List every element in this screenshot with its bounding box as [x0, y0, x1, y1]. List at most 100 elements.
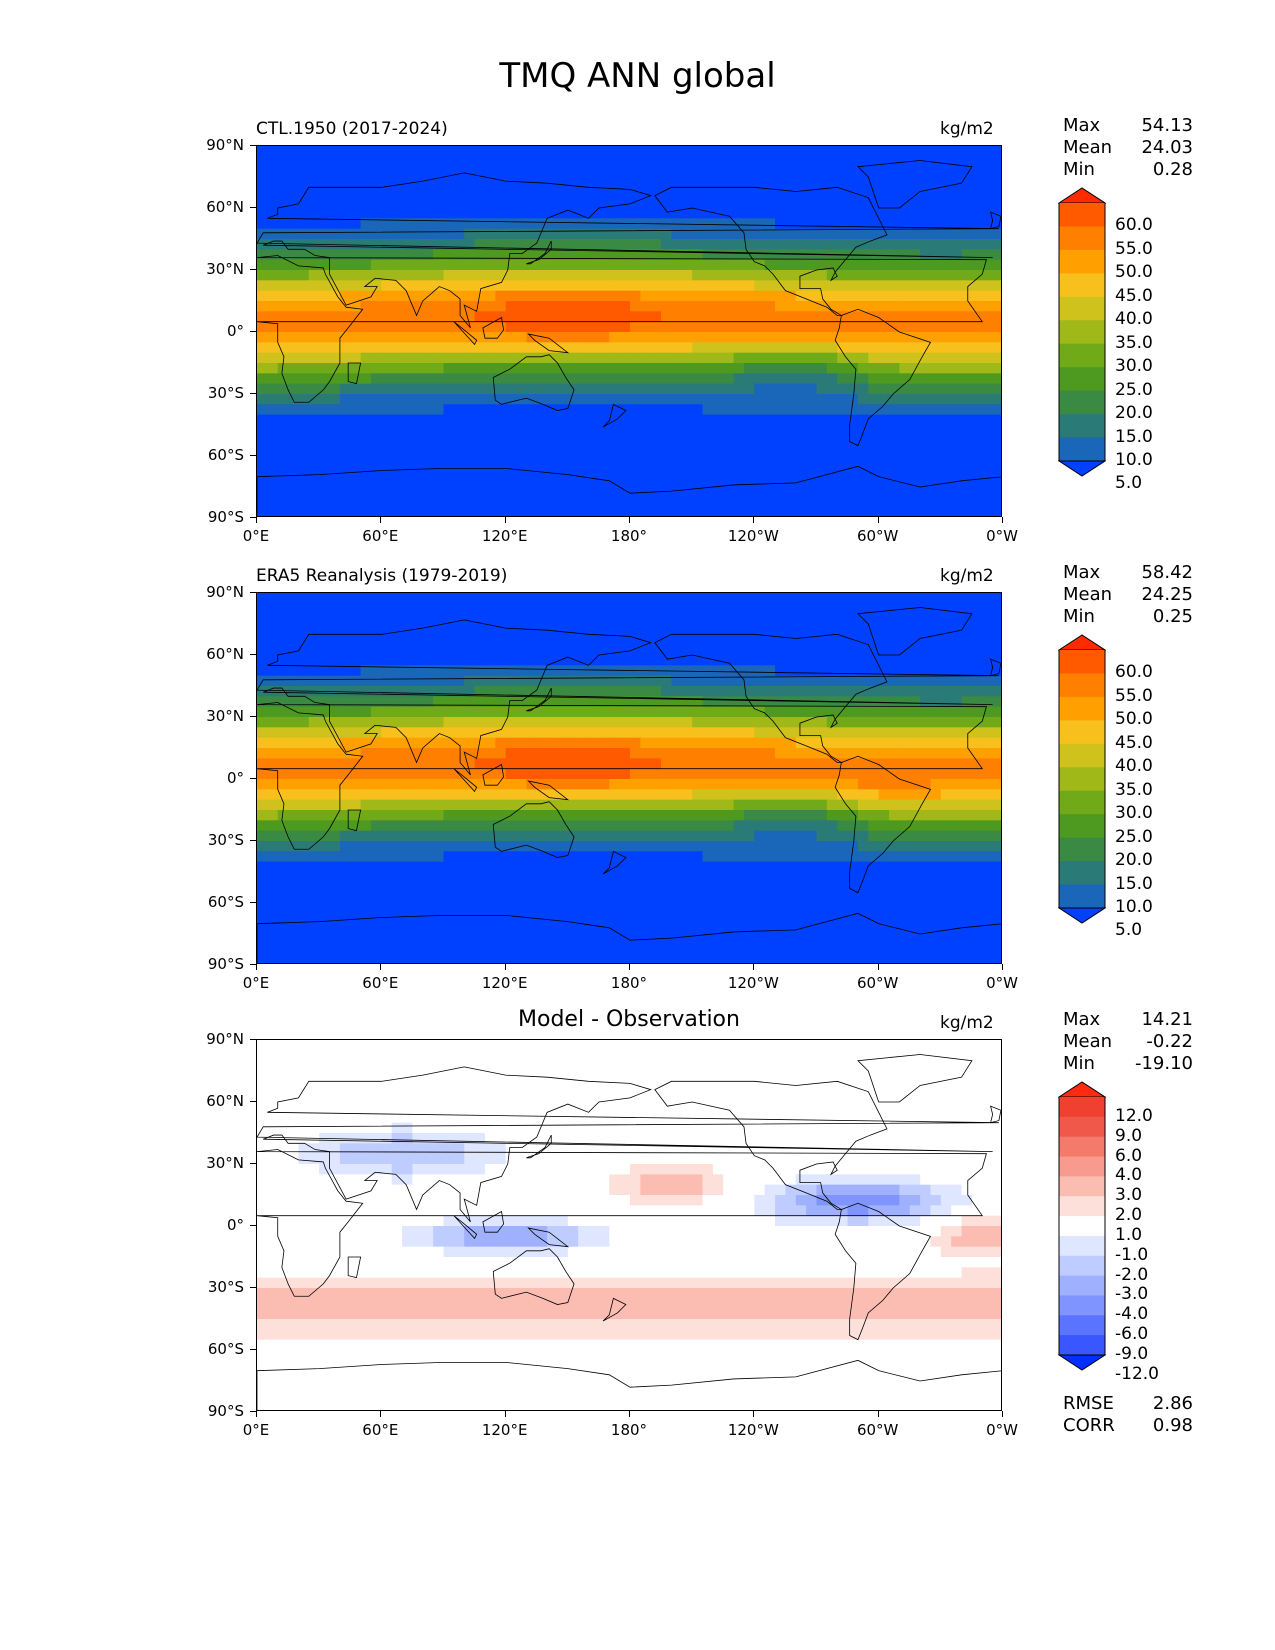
- field-cell: [339, 758, 351, 770]
- field-cell: [816, 634, 828, 646]
- field-cell: [319, 768, 331, 780]
- field-cell: [971, 789, 983, 801]
- field-cell: [837, 394, 849, 405]
- field-cell: [288, 593, 300, 604]
- field-cell: [267, 613, 279, 625]
- field-cell: [920, 435, 932, 447]
- field-cell: [712, 249, 724, 261]
- field-cell: [806, 466, 818, 478]
- field-cell: [308, 758, 320, 770]
- field-cell: [360, 675, 372, 687]
- field-cell: [920, 239, 932, 250]
- field-cell: [671, 394, 683, 405]
- field-cell: [350, 476, 362, 488]
- field-cell: [339, 435, 351, 447]
- field-cell: [412, 820, 424, 832]
- field-cell: [350, 624, 362, 635]
- field-cell: [775, 861, 787, 873]
- field-cell: [702, 675, 714, 687]
- field-cell: [277, 383, 289, 395]
- field-cell: [992, 177, 1001, 188]
- field-cell: [381, 737, 393, 749]
- field-cell: [671, 321, 683, 333]
- field-cell: [391, 686, 403, 697]
- field-cell: [661, 363, 673, 374]
- field-cell: [940, 280, 952, 292]
- colorbar-tick-label: 15.0: [1115, 426, 1153, 447]
- field-cell: [847, 445, 859, 457]
- field-cell: [536, 655, 548, 666]
- field-cell: [951, 748, 963, 759]
- field-cell: [536, 644, 548, 656]
- field-cell: [702, 249, 714, 261]
- field-cell: [723, 789, 735, 801]
- field-cell: [775, 290, 787, 302]
- field-cell: [277, 624, 289, 635]
- field-cell: [961, 456, 973, 467]
- field-cell: [754, 644, 766, 656]
- field-cell: [982, 748, 994, 759]
- field-cell: [671, 634, 683, 646]
- field-cell: [308, 665, 320, 677]
- field-cell: [775, 280, 787, 292]
- field-cell: [277, 717, 289, 728]
- field-cell: [889, 466, 900, 478]
- field-cell: [702, 624, 714, 635]
- field-cell: [474, 249, 486, 261]
- field-cell: [495, 655, 507, 666]
- field-cell: [433, 655, 445, 666]
- field-cell: [992, 280, 1001, 292]
- field-cell: [319, 352, 331, 364]
- field-cell: [412, 758, 424, 770]
- field-cell: [992, 758, 1001, 770]
- field-cell: [899, 487, 911, 498]
- field-cell: [702, 239, 714, 250]
- field-cell: [754, 779, 766, 790]
- field-cell: [391, 456, 403, 467]
- field-cell: [391, 290, 403, 302]
- field-cell: [319, 476, 331, 488]
- field-cell: [681, 789, 693, 801]
- field-cell: [319, 332, 331, 343]
- field-cell: [702, 903, 714, 914]
- field-cell: [257, 634, 268, 646]
- field-cell: [661, 270, 673, 281]
- field-cell: [930, 665, 942, 677]
- field-cell: [661, 841, 673, 852]
- field-cell: [516, 476, 527, 488]
- field-cell: [806, 830, 818, 842]
- field-cell: [339, 686, 351, 697]
- field-cell: [671, 363, 683, 374]
- field-cell: [971, 342, 983, 354]
- field-cell: [557, 197, 569, 209]
- field-cell: [567, 342, 579, 354]
- field-cell: [816, 841, 828, 852]
- field-cell: [889, 872, 900, 883]
- field-cell: [619, 696, 631, 708]
- field-cell: [433, 810, 445, 821]
- field-cell: [764, 810, 776, 821]
- colorbar-segment: [1059, 249, 1105, 274]
- field-cell: [267, 923, 279, 935]
- field-cell: [443, 177, 455, 188]
- field-cell: [661, 593, 673, 604]
- field-cell: [422, 913, 434, 925]
- field-cell: [495, 779, 507, 790]
- field-cell: [857, 425, 869, 436]
- field-cell: [992, 810, 1001, 821]
- field-cell: [650, 363, 662, 374]
- field-cell: [992, 789, 1001, 801]
- field-cell: [598, 841, 610, 852]
- field-cell: [971, 239, 983, 250]
- field-cell: [816, 259, 828, 271]
- field-cell: [329, 187, 341, 199]
- field-cell: [940, 810, 952, 821]
- field-cell: [422, 311, 434, 323]
- field-cell: [402, 696, 414, 708]
- field-cell: [257, 177, 268, 188]
- field-cell: [681, 197, 693, 209]
- field-cell: [754, 352, 766, 364]
- field-cell: [277, 425, 289, 436]
- field-cell: [526, 613, 538, 625]
- field-cell: [733, 476, 745, 488]
